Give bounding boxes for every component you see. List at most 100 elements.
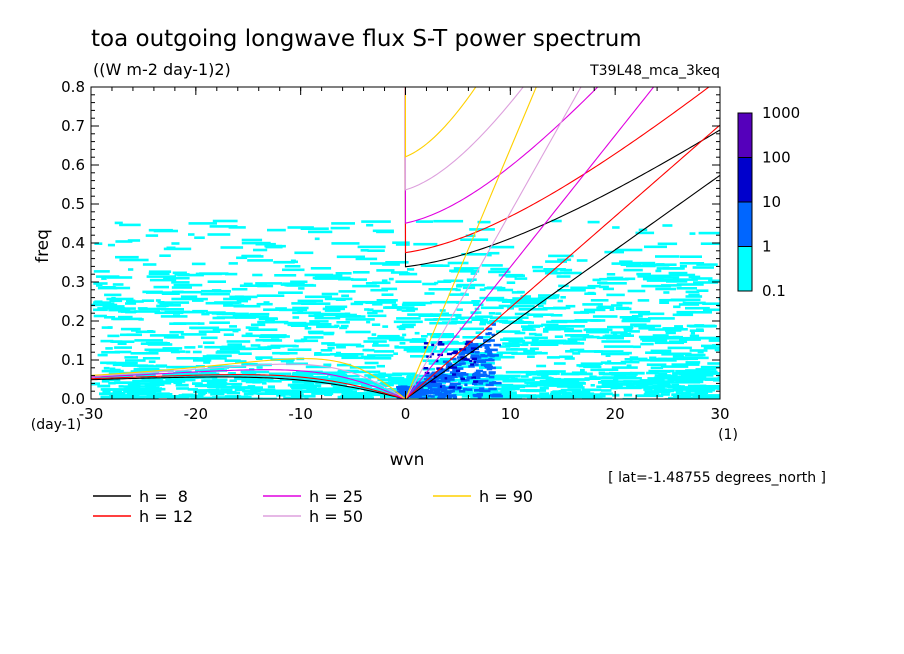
shading-cell — [493, 343, 501, 347]
shading-cell — [394, 381, 409, 385]
shading-cell — [314, 352, 322, 355]
shading-cell — [313, 379, 322, 383]
shading-cell — [104, 293, 122, 297]
shading-cell — [624, 277, 636, 281]
shading-cell — [258, 317, 278, 321]
shading-cell — [512, 297, 527, 300]
shading-cell — [99, 392, 118, 396]
x-tick-label: 0 — [401, 405, 411, 423]
colorbar-level-label: 0.1 — [762, 282, 786, 300]
y-tick-label: 0.2 — [61, 312, 85, 330]
shading-cell — [703, 372, 720, 375]
shading-cell — [521, 325, 540, 328]
shading-cell — [194, 297, 208, 301]
shading-cell — [641, 284, 671, 288]
shading-cell — [560, 296, 566, 299]
shading-cell — [586, 330, 610, 334]
shading-cell — [114, 381, 140, 385]
shading-cell — [456, 283, 485, 287]
shading-cell — [524, 381, 551, 384]
shading-cell — [437, 343, 445, 346]
shading-cell — [135, 330, 156, 334]
shading-cell — [718, 304, 720, 308]
shading-cell — [409, 340, 427, 343]
shading-cell — [672, 372, 691, 375]
shading-cell — [538, 294, 560, 297]
shading-cell — [554, 335, 563, 338]
shading-cell — [188, 233, 195, 236]
shading-cell — [657, 380, 675, 383]
shading-cell — [211, 312, 236, 315]
chart-subtitle: ((W m-2 day-1)2) — [93, 60, 231, 79]
shading-cell — [267, 379, 282, 383]
shading-cell — [366, 301, 396, 304]
shading-cell — [201, 379, 214, 382]
shading-cell — [464, 346, 474, 349]
shading-cell — [639, 379, 649, 382]
shading-cell — [439, 392, 449, 396]
shading-cell — [479, 296, 505, 300]
shading-cell — [543, 328, 561, 331]
shading-cell — [124, 387, 132, 391]
shading-cell — [674, 325, 683, 328]
kelvin-wave-curve — [405, 87, 582, 399]
shading-cell — [238, 352, 252, 355]
shading-cell — [499, 345, 511, 348]
shading-cell — [398, 327, 406, 331]
shading-cell — [601, 352, 630, 356]
shading-cell — [430, 391, 442, 395]
shading-cell — [255, 356, 273, 359]
shading-cell — [336, 345, 346, 349]
shading-cell — [586, 388, 600, 392]
shading-cell — [613, 375, 637, 379]
shading-cell — [113, 286, 131, 290]
shading-cell — [178, 394, 197, 397]
shading-cell — [672, 278, 698, 281]
shading-cell — [274, 274, 297, 277]
shading-cell — [148, 272, 170, 275]
shading-cell — [424, 374, 436, 377]
colorbar-swatch — [737, 157, 753, 203]
shading-cell — [537, 373, 545, 376]
shading-cell — [303, 336, 324, 339]
shading-cell — [557, 378, 571, 382]
shading-cell — [551, 219, 562, 223]
shading-cell — [349, 378, 372, 382]
shading-cell — [447, 261, 469, 265]
kelvin-wave-curve — [405, 174, 720, 399]
shading-cell — [624, 358, 633, 361]
shading-cell — [623, 327, 634, 330]
shading-cell — [472, 303, 484, 307]
shading-cell — [447, 340, 458, 344]
shading-cell — [623, 393, 633, 397]
shading-cell — [388, 338, 417, 342]
shading-cell — [635, 231, 655, 235]
shading-cell — [676, 283, 704, 286]
shading-cell — [660, 365, 689, 368]
shading-cell — [667, 378, 684, 382]
shading-cell — [171, 286, 192, 289]
shading-cell — [650, 349, 672, 353]
shading-cell — [396, 385, 406, 389]
shading-cell — [267, 228, 286, 232]
shading-cell — [394, 346, 412, 349]
shading-cell — [402, 301, 432, 305]
shading-cell — [93, 270, 110, 273]
shading-cell — [173, 283, 203, 287]
shading-cell — [689, 325, 713, 328]
shading-cell — [672, 329, 682, 332]
shading-cell — [433, 219, 464, 223]
shading-cell — [325, 305, 348, 309]
shading-cell — [451, 320, 473, 324]
shading-cell — [497, 288, 514, 292]
shading-cell — [563, 378, 590, 381]
shading-cell — [509, 343, 522, 346]
shading-cell — [258, 397, 278, 399]
shading-cell — [220, 246, 244, 249]
shading-cell — [156, 304, 169, 308]
shading-cell — [135, 374, 156, 377]
shading-cell — [357, 392, 379, 396]
shading-cell — [205, 389, 212, 392]
shading-cell — [465, 340, 473, 343]
shading-cell — [304, 327, 312, 330]
